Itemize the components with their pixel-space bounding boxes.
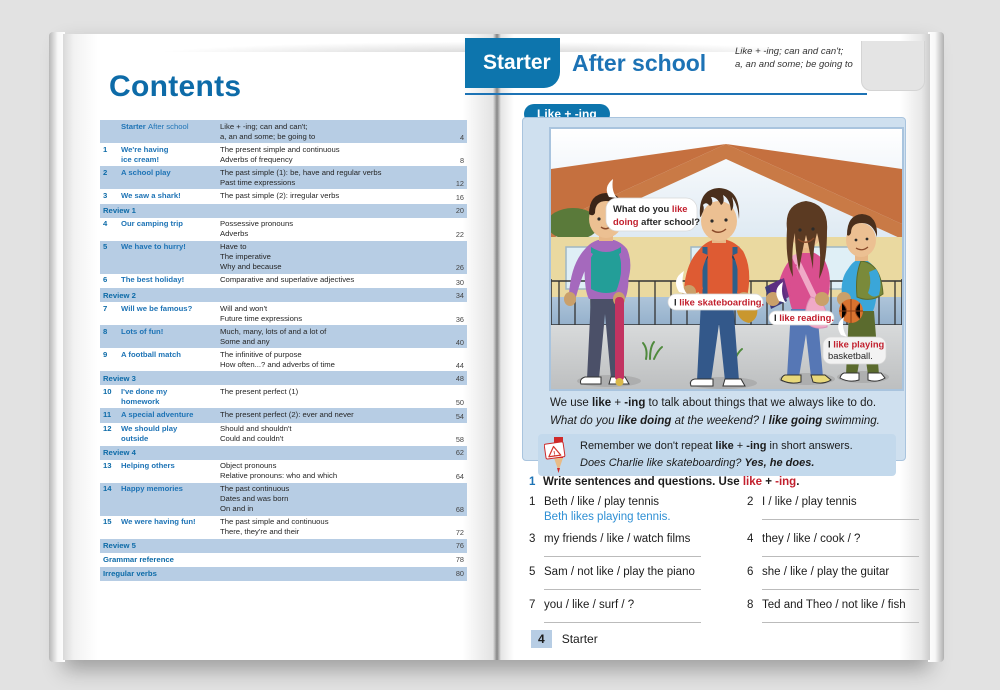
svg-text:doing after school?: doing after school? — [613, 216, 700, 227]
svg-text:What do you like: What do you like — [613, 203, 688, 214]
svg-text:basketball.: basketball. — [828, 350, 873, 361]
svg-text:I like skateboarding.: I like skateboarding. — [674, 297, 764, 308]
svg-text:I like reading.: I like reading. — [774, 312, 834, 323]
svg-text:I like playing: I like playing — [828, 339, 885, 350]
